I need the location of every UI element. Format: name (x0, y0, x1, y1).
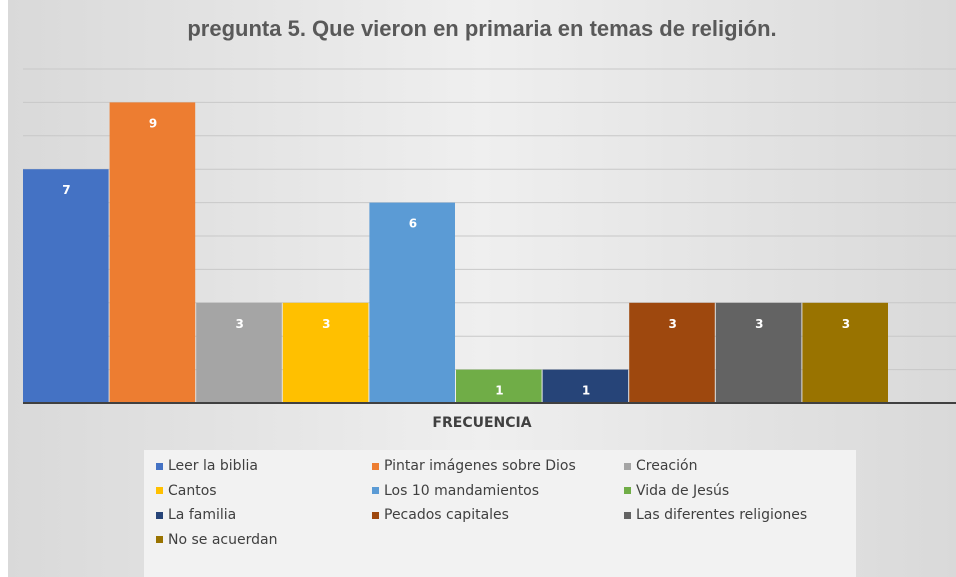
bar-data-label: 1 (495, 384, 503, 398)
plot-area: 7 9 3 3 6 1 1 3 3 3 (23, 68, 956, 404)
bar-data-label: 1 (582, 384, 590, 398)
legend-swatch (156, 462, 163, 470)
legend-label: No se acuerdan (168, 531, 278, 548)
bar-data-label: 3 (236, 317, 244, 331)
bar-4 (282, 302, 369, 403)
bar-2 (109, 102, 196, 404)
bar-6 (456, 369, 542, 403)
bar-7 (542, 369, 629, 403)
bar-data-label: 9 (149, 116, 157, 130)
legend-swatch (372, 462, 379, 470)
legend-swatch (624, 462, 631, 470)
legend-item: Cantos (156, 483, 217, 499)
chart-area: pregunta 5. Que vieron en primaria en te… (8, 0, 956, 577)
legend-item: Pintar imágenes sobre Dios (372, 458, 576, 474)
legend-item: Vida de Jesús (624, 483, 729, 499)
legend-swatch (156, 511, 163, 519)
legend-item: La familia (156, 507, 236, 523)
bar-data-label: 3 (669, 317, 677, 331)
legend-label: Creación (636, 458, 698, 474)
bar-8 (629, 302, 715, 403)
legend-label: Los 10 mandamientos (384, 482, 540, 499)
legend-label: Pintar imágenes sobre Dios (384, 458, 576, 474)
legend-item: Los 10 mandamientos (372, 483, 539, 499)
legend-label: Las diferentes religiones (636, 507, 808, 523)
legend-label: Pecados capitales (384, 507, 509, 523)
bar-9 (715, 302, 802, 403)
bar-10 (802, 302, 888, 403)
legend-item: No se acuerdan (156, 532, 277, 548)
legend-label: Vida de Jesús (636, 482, 730, 499)
bar-data-label: 3 (322, 317, 330, 331)
bar-1 (23, 169, 109, 403)
chart-title: pregunta 5. Que vieron en primaria en te… (187, 16, 777, 41)
legend-label: Leer la biblia (168, 458, 258, 474)
legend-swatch (624, 511, 631, 519)
legend-label: La familia (168, 507, 237, 523)
legend: Leer la biblia Pintar imágenes sobre Dios… (144, 450, 856, 577)
legend-item: Las diferentes religiones (624, 507, 807, 523)
legend-swatch (156, 487, 163, 494)
bar-data-label: 7 (62, 183, 70, 197)
legend-swatch (372, 487, 379, 494)
bar-data-label: 6 (409, 217, 417, 231)
legend-item: Leer la biblia (156, 458, 258, 474)
bar-5 (369, 202, 455, 403)
legend-item: Creación (624, 458, 697, 474)
legend-swatch (156, 536, 163, 543)
legend-swatch (372, 511, 379, 519)
legend-label: Cantos (168, 482, 217, 499)
legend-swatch (624, 487, 631, 494)
legend-item: Pecados capitales (372, 507, 509, 523)
bar-3 (196, 302, 282, 403)
bar-data-label: 3 (755, 317, 763, 331)
bar-data-label: 3 (842, 317, 850, 331)
x-axis-label: FRECUENCIA (432, 415, 532, 431)
